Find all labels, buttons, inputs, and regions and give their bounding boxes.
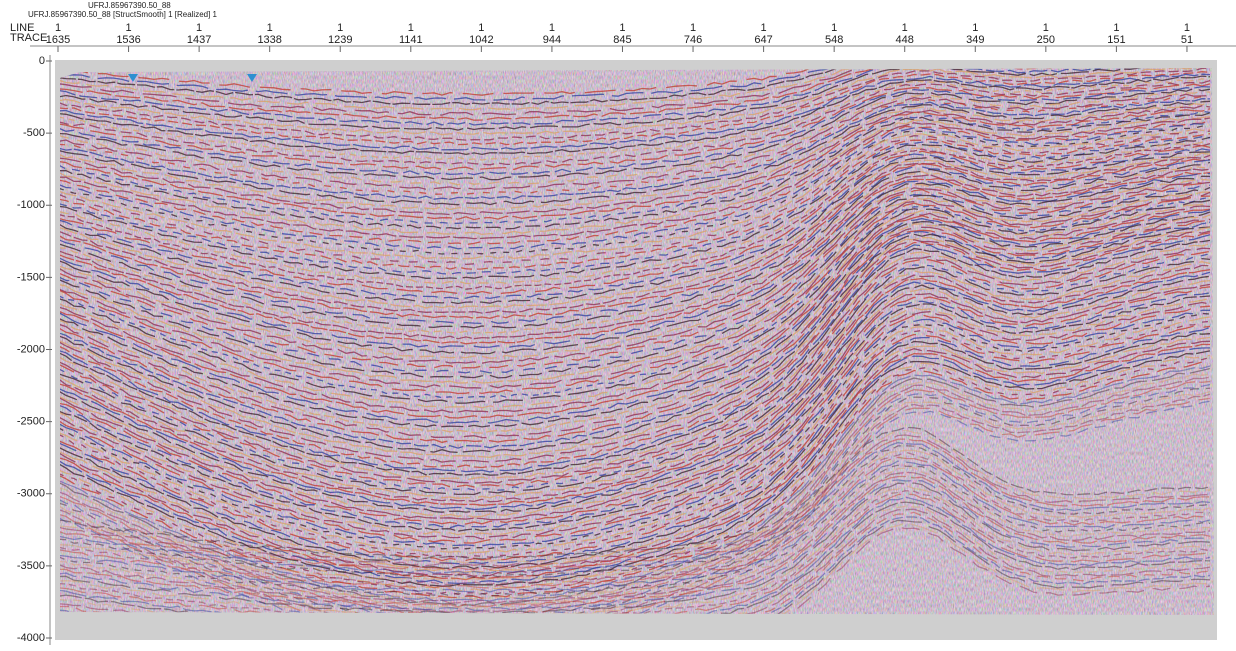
line-tick-label: 1 [408,22,414,34]
seismic-view: UFRJ.85967390.50_88 UFRJ.85967390.50_88 … [0,0,1236,651]
line-tick-label: 1 [902,22,908,34]
trace-tick-label: 647 [754,34,772,46]
line-tick-label: 1 [478,22,484,34]
trace-tick-label: 845 [613,34,631,46]
header-subtitle: UFRJ.85967390.50_88 [StructSmooth] 1 [Re… [28,10,218,19]
line-tick-label: 1 [619,22,625,34]
depth-tick-label: -2500 [17,416,45,428]
trace-tick-label: 1239 [328,34,352,46]
line-tick-label: 1 [549,22,555,34]
trace-tick-label: 1635 [46,34,70,46]
depth-tick-label: -4000 [17,632,45,644]
line-tick-label: 1 [831,22,837,34]
trace-tick-label: 1338 [257,34,281,46]
line-tick-label: 1 [761,22,767,34]
trace-tick-label: 51 [1181,34,1193,46]
depth-tick-label: -1000 [17,199,45,211]
line-tick-label: 1 [1113,22,1119,34]
line-tick-label: 1 [337,22,343,34]
trace-tick-label: 250 [1037,34,1055,46]
body: UFRJ.85967390.50_88 UFRJ.85967390.50_88 … [0,0,1236,651]
trace-tick-label: 151 [1107,34,1125,46]
depth-tick-label: -1500 [17,271,45,283]
trace-tick-label: 448 [896,34,914,46]
header-title: UFRJ.85967390.50_88 [88,1,171,10]
line-tick-label: 1 [196,22,202,34]
trace-tick-label: 1042 [469,34,493,46]
depth-tick-label: 0 [39,55,45,67]
line-tick-label: 1 [972,22,978,34]
depth-tick-label: -2000 [17,343,45,355]
trace-tick-label: 349 [966,34,984,46]
trace-tick-label: 1437 [187,34,211,46]
line-tick-label: 1 [690,22,696,34]
depth-tick-label: -3000 [17,488,45,500]
line-tick-label: 1 [1184,22,1190,34]
trace-tick-label: 1536 [116,34,140,46]
line-tick-label: 1 [55,22,61,34]
trace-tick-label: 548 [825,34,843,46]
line-tick-label: 1 [267,22,273,34]
depth-tick-label: -500 [23,127,45,139]
page: {"header": {"title": "UFRJ.85967390.50_8… [0,0,1236,651]
trace-tick-label: 944 [543,34,561,46]
trace-label: TRACE [10,32,47,44]
trace-tick-label: 1141 [399,34,423,46]
line-tick-label: 1 [125,22,131,34]
line-tick-label: 1 [1043,22,1049,34]
trace-tick-label: 746 [684,34,702,46]
seismic-data [55,46,1217,651]
depth-tick-label: -3500 [17,560,45,572]
